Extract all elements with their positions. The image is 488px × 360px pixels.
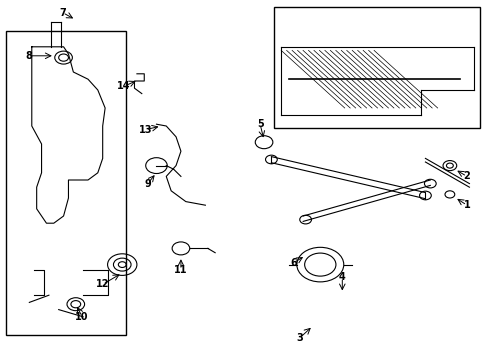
Text: 6: 6 bbox=[289, 258, 296, 268]
Circle shape bbox=[419, 191, 430, 200]
Circle shape bbox=[424, 179, 435, 188]
Text: 7: 7 bbox=[59, 8, 66, 18]
Bar bbox=[273, 7, 479, 128]
Text: 12: 12 bbox=[96, 279, 109, 289]
Text: 1: 1 bbox=[463, 200, 469, 210]
Circle shape bbox=[299, 215, 311, 224]
Text: 4: 4 bbox=[338, 272, 345, 282]
Text: 3: 3 bbox=[295, 333, 302, 343]
Text: 11: 11 bbox=[174, 265, 187, 275]
Bar bbox=[6, 31, 125, 335]
Text: 14: 14 bbox=[117, 81, 130, 91]
Text: 10: 10 bbox=[75, 312, 89, 322]
Text: 2: 2 bbox=[463, 171, 469, 181]
Text: 9: 9 bbox=[144, 179, 151, 189]
Text: 5: 5 bbox=[256, 119, 263, 129]
Text: 8: 8 bbox=[25, 51, 32, 61]
Text: 13: 13 bbox=[139, 125, 152, 135]
Circle shape bbox=[265, 155, 277, 164]
